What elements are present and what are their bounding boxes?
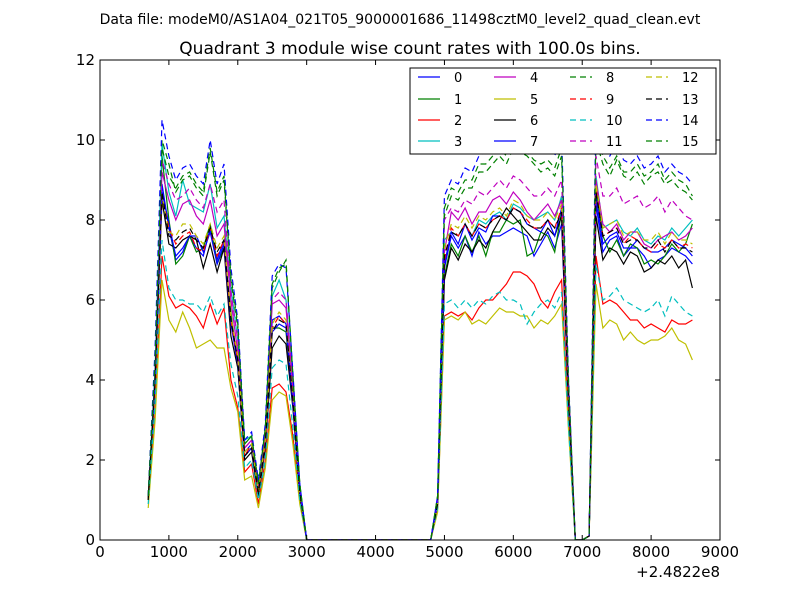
series-line-13	[147, 191, 693, 540]
series-line-10	[147, 239, 693, 540]
x-tick-label: 5000	[425, 543, 463, 561]
legend-label-9: 9	[606, 93, 614, 108]
x-tick-label: 1000	[150, 543, 188, 561]
series-line-2	[147, 255, 693, 540]
y-tick-label: 10	[76, 131, 95, 149]
legend-label-2: 2	[454, 114, 462, 129]
series-line-3	[147, 143, 693, 540]
legend-label-7: 7	[530, 135, 538, 150]
legend-label-6: 6	[530, 114, 538, 129]
legend-label-11: 11	[606, 135, 623, 150]
chart-title: Quadrant 3 module wise count rates with …	[179, 39, 640, 59]
x-tick-label: 4000	[356, 543, 394, 561]
series-line-15	[147, 131, 693, 540]
series-line-7	[147, 191, 693, 540]
series-line-11	[147, 155, 693, 540]
legend-label-5: 5	[530, 93, 538, 108]
x-tick-label: 8000	[632, 543, 670, 561]
legend-label-4: 4	[530, 71, 538, 86]
series-line-5	[147, 279, 693, 540]
legend-box	[409, 67, 717, 155]
x-tick-label: 3000	[288, 543, 326, 561]
x-tick-label: 6000	[494, 543, 532, 561]
series-lines	[147, 111, 693, 540]
legend-label-0: 0	[454, 71, 462, 86]
series-line-14	[147, 111, 693, 540]
series-line-12	[147, 183, 693, 540]
axes: 0 1000 2000 3000 4000 5000 6000 7000 8000 9000 0 2 4…	[76, 51, 739, 561]
y-tick-label: 4	[85, 371, 95, 389]
y-tick-label: 6	[85, 291, 95, 309]
legend-label-13: 13	[682, 93, 699, 108]
series-line-6	[147, 199, 693, 540]
legend-label-10: 10	[606, 114, 623, 129]
x-tick-label: 2000	[219, 543, 257, 561]
x-offset-label: +2.4822e8	[636, 563, 720, 581]
legend-label-15: 15	[682, 135, 699, 150]
y-tick-label: 0	[85, 531, 95, 549]
legend-label-3: 3	[454, 135, 462, 150]
x-tick-label: 0	[95, 543, 105, 561]
y-tick-label: 8	[85, 211, 95, 229]
legend-label-14: 14	[682, 114, 699, 129]
chart-suptitle: Data file: modeM0/AS1A04_021T05_90000016…	[100, 12, 701, 28]
y-tick-label: 2	[85, 451, 95, 469]
legend-label-1: 1	[454, 93, 462, 108]
legend-label-12: 12	[682, 71, 699, 86]
y-tick-label: 12	[76, 51, 95, 69]
x-tick-label: 9000	[701, 543, 739, 561]
legend-label-8: 8	[606, 71, 614, 86]
x-tick-label: 7000	[563, 543, 601, 561]
series-line-4	[147, 171, 693, 540]
series-line-8	[147, 139, 693, 540]
